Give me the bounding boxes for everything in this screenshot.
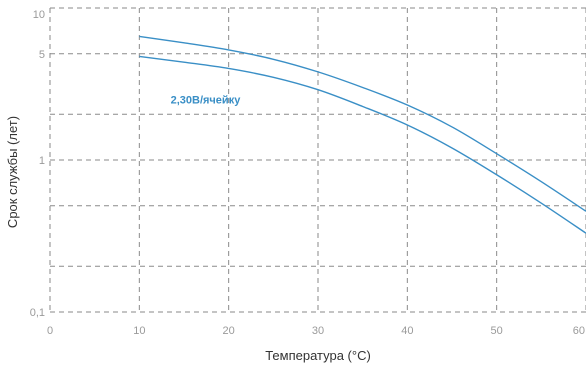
y-tick-label: 0,1 (30, 307, 45, 319)
x-tick-labels: 0 10 20 30 40 50 60 (47, 325, 585, 337)
x-tick-label: 30 (312, 325, 324, 337)
lower-life-curve (139, 55, 586, 234)
y-tick-labels: 0,1 1 5 10 (30, 9, 45, 319)
x-tick-label: 40 (401, 325, 413, 337)
y-tick-label: 5 (39, 49, 45, 61)
upper-life-curve (139, 35, 586, 212)
x-tick-label: 10 (133, 325, 145, 337)
x-tick-label: 20 (223, 325, 235, 337)
voltage-annotation: 2,30В/ячейку (171, 95, 242, 107)
grid (49, 7, 586, 313)
y-tick-label: 1 (39, 155, 45, 167)
y-axis-title: Срок службы (лет) (5, 116, 20, 228)
x-tick-label: 60 (573, 325, 585, 337)
x-tick-label: 0 (47, 325, 53, 337)
series-lines (139, 35, 586, 234)
x-tick-label: 50 (491, 325, 503, 337)
x-axis-title: Температура (°C) (265, 348, 371, 363)
y-tick-label: 10 (33, 9, 45, 21)
